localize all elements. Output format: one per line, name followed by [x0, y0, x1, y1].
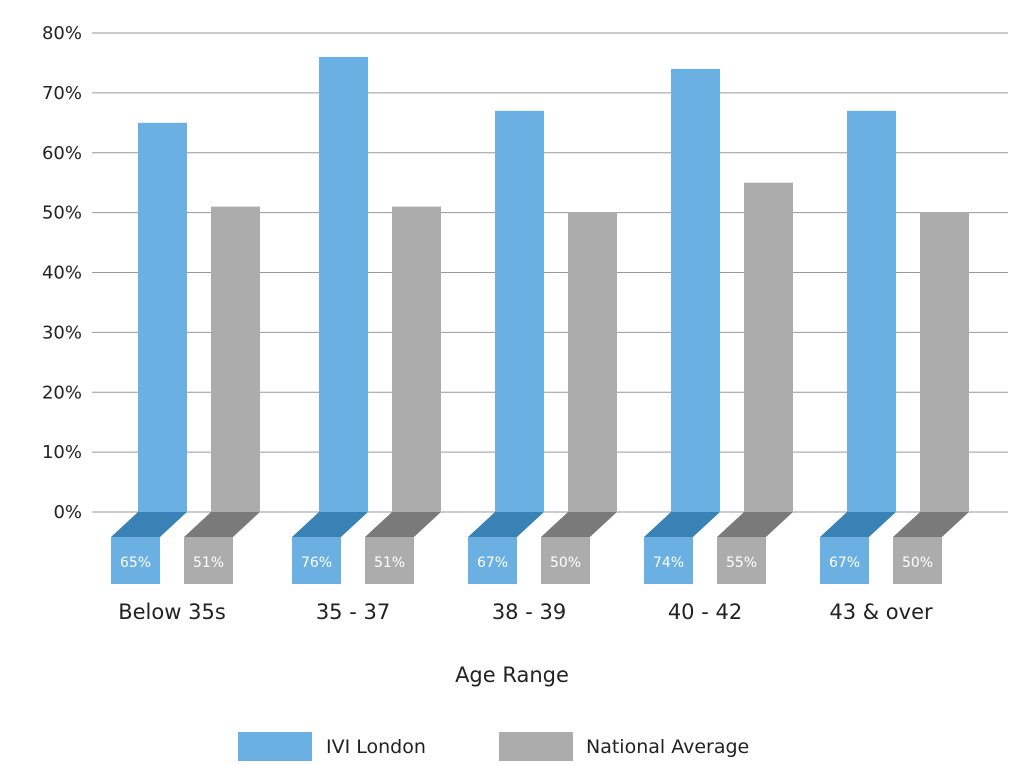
- bar-base: [111, 512, 187, 537]
- bar-base: [644, 512, 720, 537]
- legend-swatch: [238, 732, 312, 761]
- bar: [495, 110, 544, 513]
- y-tick-label: 60%: [42, 143, 82, 164]
- bar: [568, 212, 617, 512]
- bar-label-box: [820, 537, 869, 584]
- y-tick-label: 40%: [42, 263, 82, 284]
- bar-label-box: [893, 537, 942, 584]
- x-axis-title: Age Range: [455, 663, 569, 687]
- legend: IVI London National Average: [238, 732, 749, 761]
- bar-label-box: [111, 537, 160, 584]
- x-tick-label: 43 & over: [829, 600, 933, 624]
- legend-label: National Average: [586, 736, 749, 758]
- bar-base: [541, 512, 617, 537]
- data-label: 50%: [550, 555, 581, 571]
- bar-label-box: [644, 537, 693, 584]
- bar-label-box: [365, 537, 414, 584]
- data-label: 74%: [653, 555, 684, 571]
- bar-label-box: [717, 537, 766, 584]
- bar: [211, 206, 260, 512]
- bar-base: [717, 512, 793, 537]
- bar-label-box: [468, 537, 517, 584]
- bar: [138, 122, 187, 512]
- bar-label-box: [292, 537, 341, 584]
- bar-base: [820, 512, 896, 537]
- legend-label: IVI London: [326, 736, 426, 758]
- y-tick-label: 80%: [42, 23, 82, 44]
- x-tick-label: 38 - 39: [492, 600, 566, 624]
- bar-label-box: [541, 537, 590, 584]
- bar-base: [292, 512, 368, 537]
- x-tick-label: 40 - 42: [668, 600, 742, 624]
- legend-swatch: [499, 732, 573, 761]
- bar-label-box: [184, 537, 233, 584]
- y-tick-label: 20%: [42, 382, 82, 403]
- y-tick-label: 0%: [53, 502, 82, 523]
- data-label: 51%: [193, 555, 224, 571]
- data-label: 51%: [374, 555, 405, 571]
- bar-base: [184, 512, 260, 537]
- y-tick-label: 70%: [42, 83, 82, 104]
- data-label: 67%: [477, 555, 508, 571]
- bar-base: [365, 512, 441, 537]
- bar: [392, 206, 441, 512]
- y-axis-ticks: 0% 10% 20% 30% 40% 50% 60% 70% 80%: [42, 23, 82, 523]
- y-tick-label: 30%: [42, 322, 82, 343]
- data-label: 67%: [829, 555, 860, 571]
- bar: [744, 182, 793, 512]
- bar: [847, 110, 896, 513]
- x-tick-label: Below 35s: [118, 600, 226, 624]
- x-tick-label: 35 - 37: [316, 600, 390, 624]
- y-tick-label: 10%: [42, 442, 82, 463]
- x-axis-categories: Below 35s 35 - 37 38 - 39 40 - 42 43 & over: [118, 600, 933, 624]
- bar-base: [893, 512, 969, 537]
- bars: 65% 51% 76% 51% 67% 50% 74% 55% 67% 50%: [111, 56, 969, 584]
- bar-base: [468, 512, 544, 537]
- data-label: 65%: [120, 555, 151, 571]
- data-label: 50%: [902, 555, 933, 571]
- bar: [671, 68, 720, 513]
- bar: [920, 212, 969, 512]
- y-tick-label: 50%: [42, 203, 82, 224]
- data-label: 76%: [301, 555, 332, 571]
- data-label: 55%: [726, 555, 757, 571]
- bar: [319, 56, 368, 512]
